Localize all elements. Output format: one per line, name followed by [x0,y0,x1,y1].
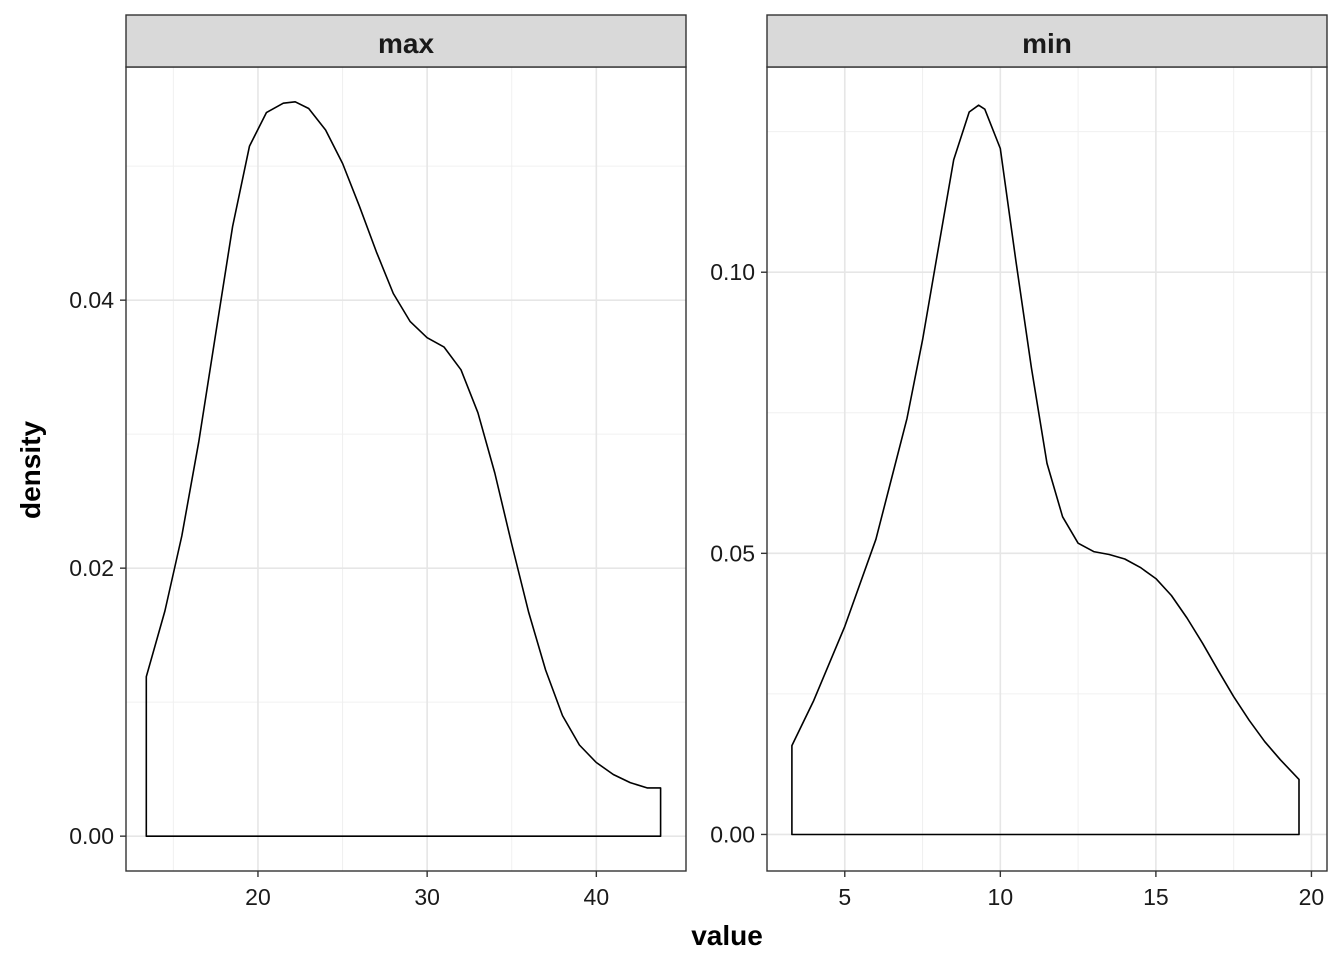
y-tick-label: 0.00 [69,823,114,849]
strip-background [766,14,1328,68]
panel-background [126,67,686,871]
y-tick-label: 0.02 [69,555,114,581]
y-tick-label: 0.00 [710,821,755,847]
panel-background [767,67,1327,871]
y-tick-label: 0.10 [710,259,755,285]
x-tick-label: 5 [838,884,851,910]
x-tick-label: 20 [245,884,271,910]
x-axis-title: value [691,920,763,951]
x-tick-label: 40 [584,884,610,910]
panel-max: max 20 30 40 0.00 0.02 0.04 [69,14,687,910]
density-curve [791,104,1300,836]
panel-min: min 5 10 15 20 0.00 0.05 0.10 [710,14,1328,910]
y-axis-title: density [15,421,46,519]
y-tick-label: 0.04 [69,287,114,313]
strip-label: min [1022,28,1072,59]
x-tick-label: 20 [1299,884,1325,910]
x-tick-label: 10 [988,884,1014,910]
strip-label: max [378,28,434,59]
y-tick-label: 0.05 [710,540,755,566]
x-tick-label: 30 [414,884,440,910]
density-curve [145,101,662,837]
x-tick-label: 15 [1143,884,1169,910]
strip-background [125,14,687,68]
